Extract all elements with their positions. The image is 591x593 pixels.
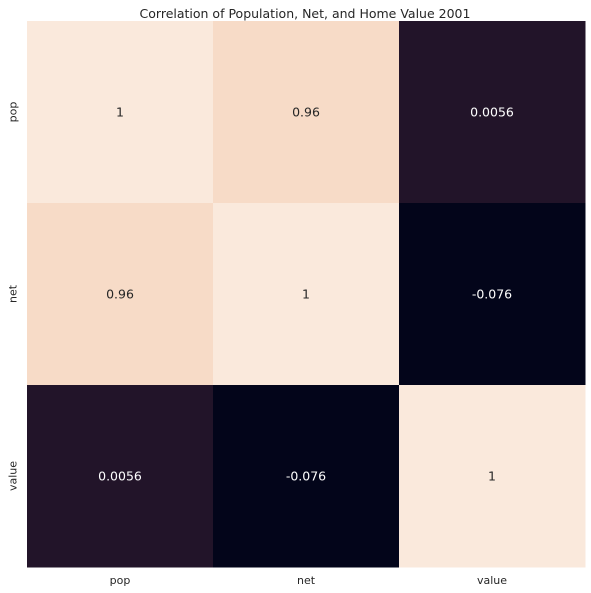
y-tick-label: net <box>7 284 20 303</box>
cell-value-label: 0.96 <box>292 105 320 120</box>
cell-value-label: 1 <box>302 287 310 302</box>
heatmap-cells <box>27 21 586 568</box>
x-tick-label: net <box>297 574 316 587</box>
heatmap-cell-pop-value <box>399 21 586 204</box>
x-tick-label: value <box>477 574 507 587</box>
y-tick-label: pop <box>7 102 20 123</box>
cell-value-label: 1 <box>488 469 496 484</box>
cell-value-label: 0.0056 <box>98 469 142 484</box>
y-axis-tick-labels: pop net value <box>7 102 20 491</box>
x-tick-label: pop <box>110 574 131 587</box>
x-axis-tick-labels: pop net value <box>110 574 508 587</box>
cell-value-label: 0.0056 <box>470 105 514 120</box>
cell-value-label: -0.076 <box>472 287 512 302</box>
heatmap-cell-pop-net <box>213 21 400 204</box>
heatmap-cell-value-net <box>213 385 400 568</box>
cell-value-label: 1 <box>116 105 124 120</box>
heatmap-cell-net-net <box>213 203 400 386</box>
y-tick-label: value <box>7 461 20 491</box>
chart-title: Correlation of Population, Net, and Home… <box>140 6 471 21</box>
cell-value-label: 0.96 <box>106 287 134 302</box>
heatmap-cell-value-pop <box>27 385 214 568</box>
heatmap-cell-pop-pop <box>27 21 214 204</box>
heatmap-cell-net-value <box>399 203 586 386</box>
cell-value-label: -0.076 <box>286 469 326 484</box>
heatmap-cell-value-value <box>399 385 586 568</box>
heatmap-cell-labels: 1 0.96 0.0056 0.96 1 -0.076 0.0056 -0.076 1 <box>98 105 514 484</box>
heatmap-cell-net-pop <box>27 203 214 386</box>
